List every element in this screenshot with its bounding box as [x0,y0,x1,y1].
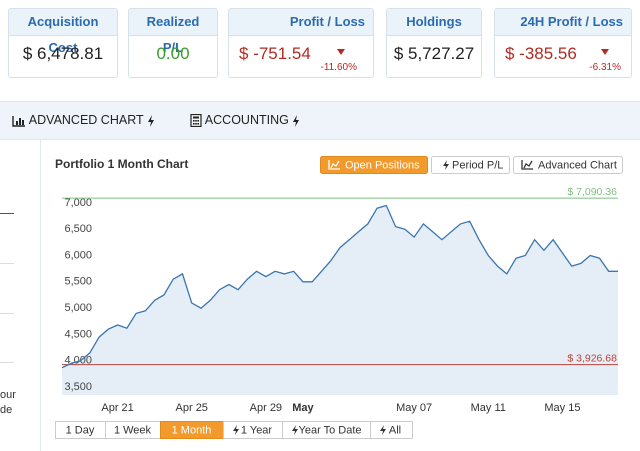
card-value: 0.00 [156,44,190,63]
view-button-label: Period P/L [452,159,503,171]
calculator-icon [190,114,202,128]
y-tick-label: 7,000 [64,197,92,209]
chart-area: our de Portfolio 1 Month Chart Open Posi… [0,140,623,451]
reference-label: $ 3,926.68 [567,352,617,364]
x-tick-label: Apr 25 [176,402,208,414]
chart-icon [521,160,533,170]
triangle-shape [337,49,345,55]
x-tick-label: Apr 21 [101,402,133,414]
bolt-icon [147,114,154,127]
stat-card: Acquisition Cost $ 6,478.81 [8,8,118,78]
range-button-label: 1 Year [241,424,273,436]
bolt-icon [380,425,386,435]
x-tick-label: May 11 [471,402,506,414]
x-tick-label: May 07 [396,402,432,414]
bolt-icon [293,114,300,127]
tab-bar: ADVANCED CHART ACCOUNTING [0,101,640,140]
card-value: $ 6,478.81 [22,44,104,63]
bolt-icon [292,425,298,435]
card-title: 24H Profit / Loss [495,9,631,36]
view-button-label: Advanced Chart [538,159,617,171]
card-value: $ -385.56 [505,44,577,63]
tab-label: ADVANCED CHART [28,113,144,127]
stat-card: 24H Profit / Loss $ -385.56 -6.31% [494,8,632,78]
y-tick-label: 5,000 [64,302,92,314]
y-tick-label: 5,500 [64,276,92,288]
card-change: -11.60% [320,62,357,73]
area-fill [62,205,618,395]
range-button-label: Year To Date [299,424,362,436]
tab[interactable]: ADVANCED CHART [12,102,155,139]
range-button-label: 1 Week [114,424,152,436]
view-button-label: Open Positions [345,159,420,171]
card-title: Realized P/L [129,9,217,55]
bolt-icon [443,160,449,170]
reference-label: $ 7,090.36 [567,186,617,198]
range-button[interactable] [370,421,413,439]
card-title: Acquisition Cost [9,9,117,55]
down-triangle [601,49,609,55]
tab[interactable]: ACCOUNTING [190,102,300,139]
view-button[interactable] [431,156,510,174]
triangle-shape [601,49,609,55]
chart-title: Portfolio 1 Month Chart [55,157,188,171]
y-tick-label: 6,500 [64,223,92,235]
range-button-label: 1 Month [172,424,212,436]
chart-icon [328,160,340,170]
sidebar-text: our [0,389,16,401]
x-tick-label: May [292,402,314,414]
price-line [61,204,618,369]
stat-card: Holdings $ 5,727.27 [386,8,482,78]
bolt-icon [233,425,239,435]
y-tick-label: 6,000 [64,249,92,261]
card-title: Holdings [387,9,481,36]
card-value: $ 5,727.27 [393,44,475,63]
stat-card: Profit / Loss $ -751.54 -11.60% [228,8,374,78]
sidebar-text: de [0,404,12,416]
range-button-label: 1 Day [66,424,95,436]
chart-icon [12,115,25,127]
stat-card: Realized P/L 0.00 [128,8,218,78]
card-title: Profit / Loss [229,9,373,36]
x-tick-label: May 15 [544,402,580,414]
y-tick-label: 3,500 [64,381,92,393]
card-change: -6.31% [589,62,621,73]
view-button[interactable] [513,156,623,174]
down-triangle [337,49,345,55]
range-button-label: All [389,424,401,436]
card-value: $ -751.54 [239,44,311,63]
chart-group: our de Portfolio 1 Month Chart Open Posi… [0,140,623,451]
x-tick-label: Apr 29 [250,402,282,414]
view-button[interactable] [320,156,428,174]
tab-label: ACCOUNTING [204,113,289,127]
y-tick-label: 4,500 [64,328,92,340]
